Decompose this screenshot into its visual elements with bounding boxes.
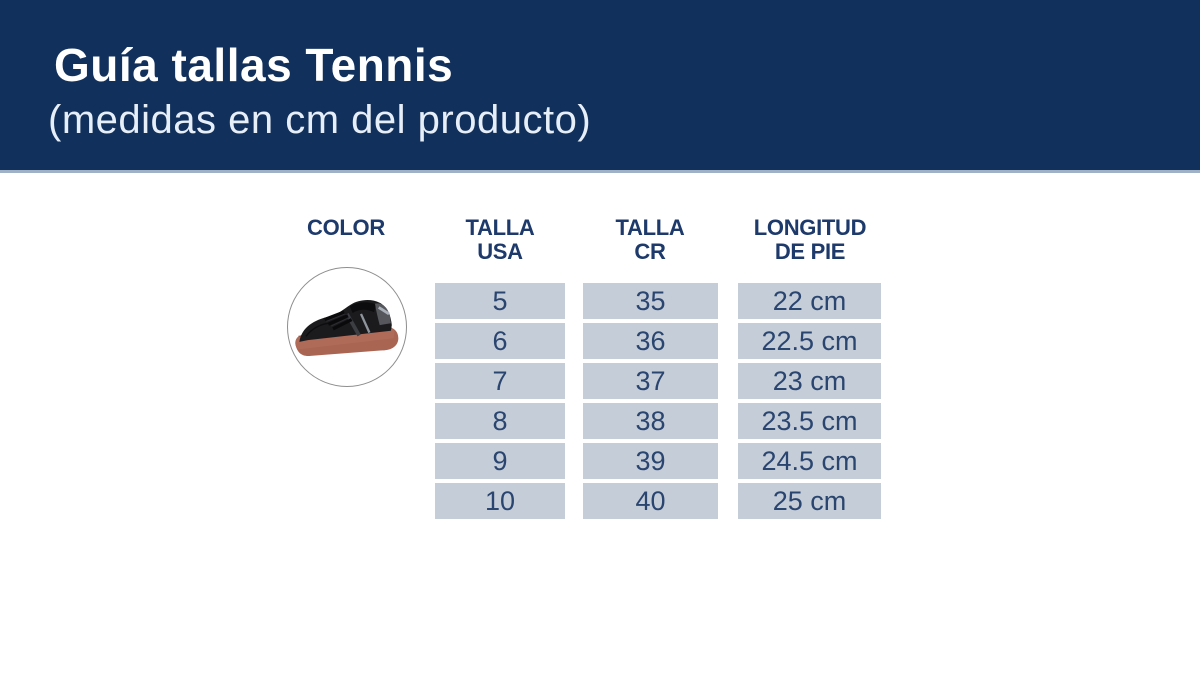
column-talla-usa: 5 6 7 8 9 10 — [435, 283, 565, 519]
sneaker-photo — [295, 300, 399, 357]
table-cell: 36 — [583, 323, 718, 359]
column-header-talla-cr-line1: TALLA — [615, 215, 685, 240]
column-header-talla-usa-line2: USA — [477, 239, 523, 264]
table-cell: 24.5 cm — [738, 443, 881, 479]
column-header-color: COLOR — [256, 216, 436, 240]
table-cell: 7 — [435, 363, 565, 399]
table-cell: 23.5 cm — [738, 403, 881, 439]
table-cell: 39 — [583, 443, 718, 479]
column-talla-cr: 35 36 37 38 39 40 — [583, 283, 718, 519]
table-cell: 5 — [435, 283, 565, 319]
column-header-talla-usa-line1: TALLA — [465, 215, 535, 240]
table-cell: 25 cm — [738, 483, 881, 519]
column-header-longitud-de-pie: LONGITUD DE PIE — [720, 216, 900, 264]
table-cell: 6 — [435, 323, 565, 359]
table-cell: 37 — [583, 363, 718, 399]
table-cell: 10 — [435, 483, 565, 519]
column-header-talla-cr-line2: CR — [634, 239, 666, 264]
column-header-longitud-line1: LONGITUD — [753, 215, 867, 240]
column-longitud-de-pie: 22 cm 22.5 cm 23 cm 23.5 cm 24.5 cm 25 c… — [738, 283, 881, 519]
banner: Guía tallas Tennis (medidas en cm del pr… — [0, 0, 1200, 173]
table-cell: 35 — [583, 283, 718, 319]
product-photo-circle — [287, 267, 407, 387]
table-cell: 23 cm — [738, 363, 881, 399]
column-header-talla-cr: TALLA CR — [560, 216, 740, 264]
table-cell: 8 — [435, 403, 565, 439]
column-header-color-label: COLOR — [307, 215, 385, 240]
table-cell: 22 cm — [738, 283, 881, 319]
page-title: Guía tallas Tennis — [54, 39, 454, 91]
table-cell: 9 — [435, 443, 565, 479]
table-cell: 38 — [583, 403, 718, 439]
column-header-longitud-line2: DE PIE — [774, 239, 846, 264]
table-cell: 40 — [583, 483, 718, 519]
page-subtitle: (medidas en cm del producto) — [48, 98, 592, 142]
table-cell: 22.5 cm — [738, 323, 881, 359]
column-header-talla-usa: TALLA USA — [410, 216, 590, 264]
